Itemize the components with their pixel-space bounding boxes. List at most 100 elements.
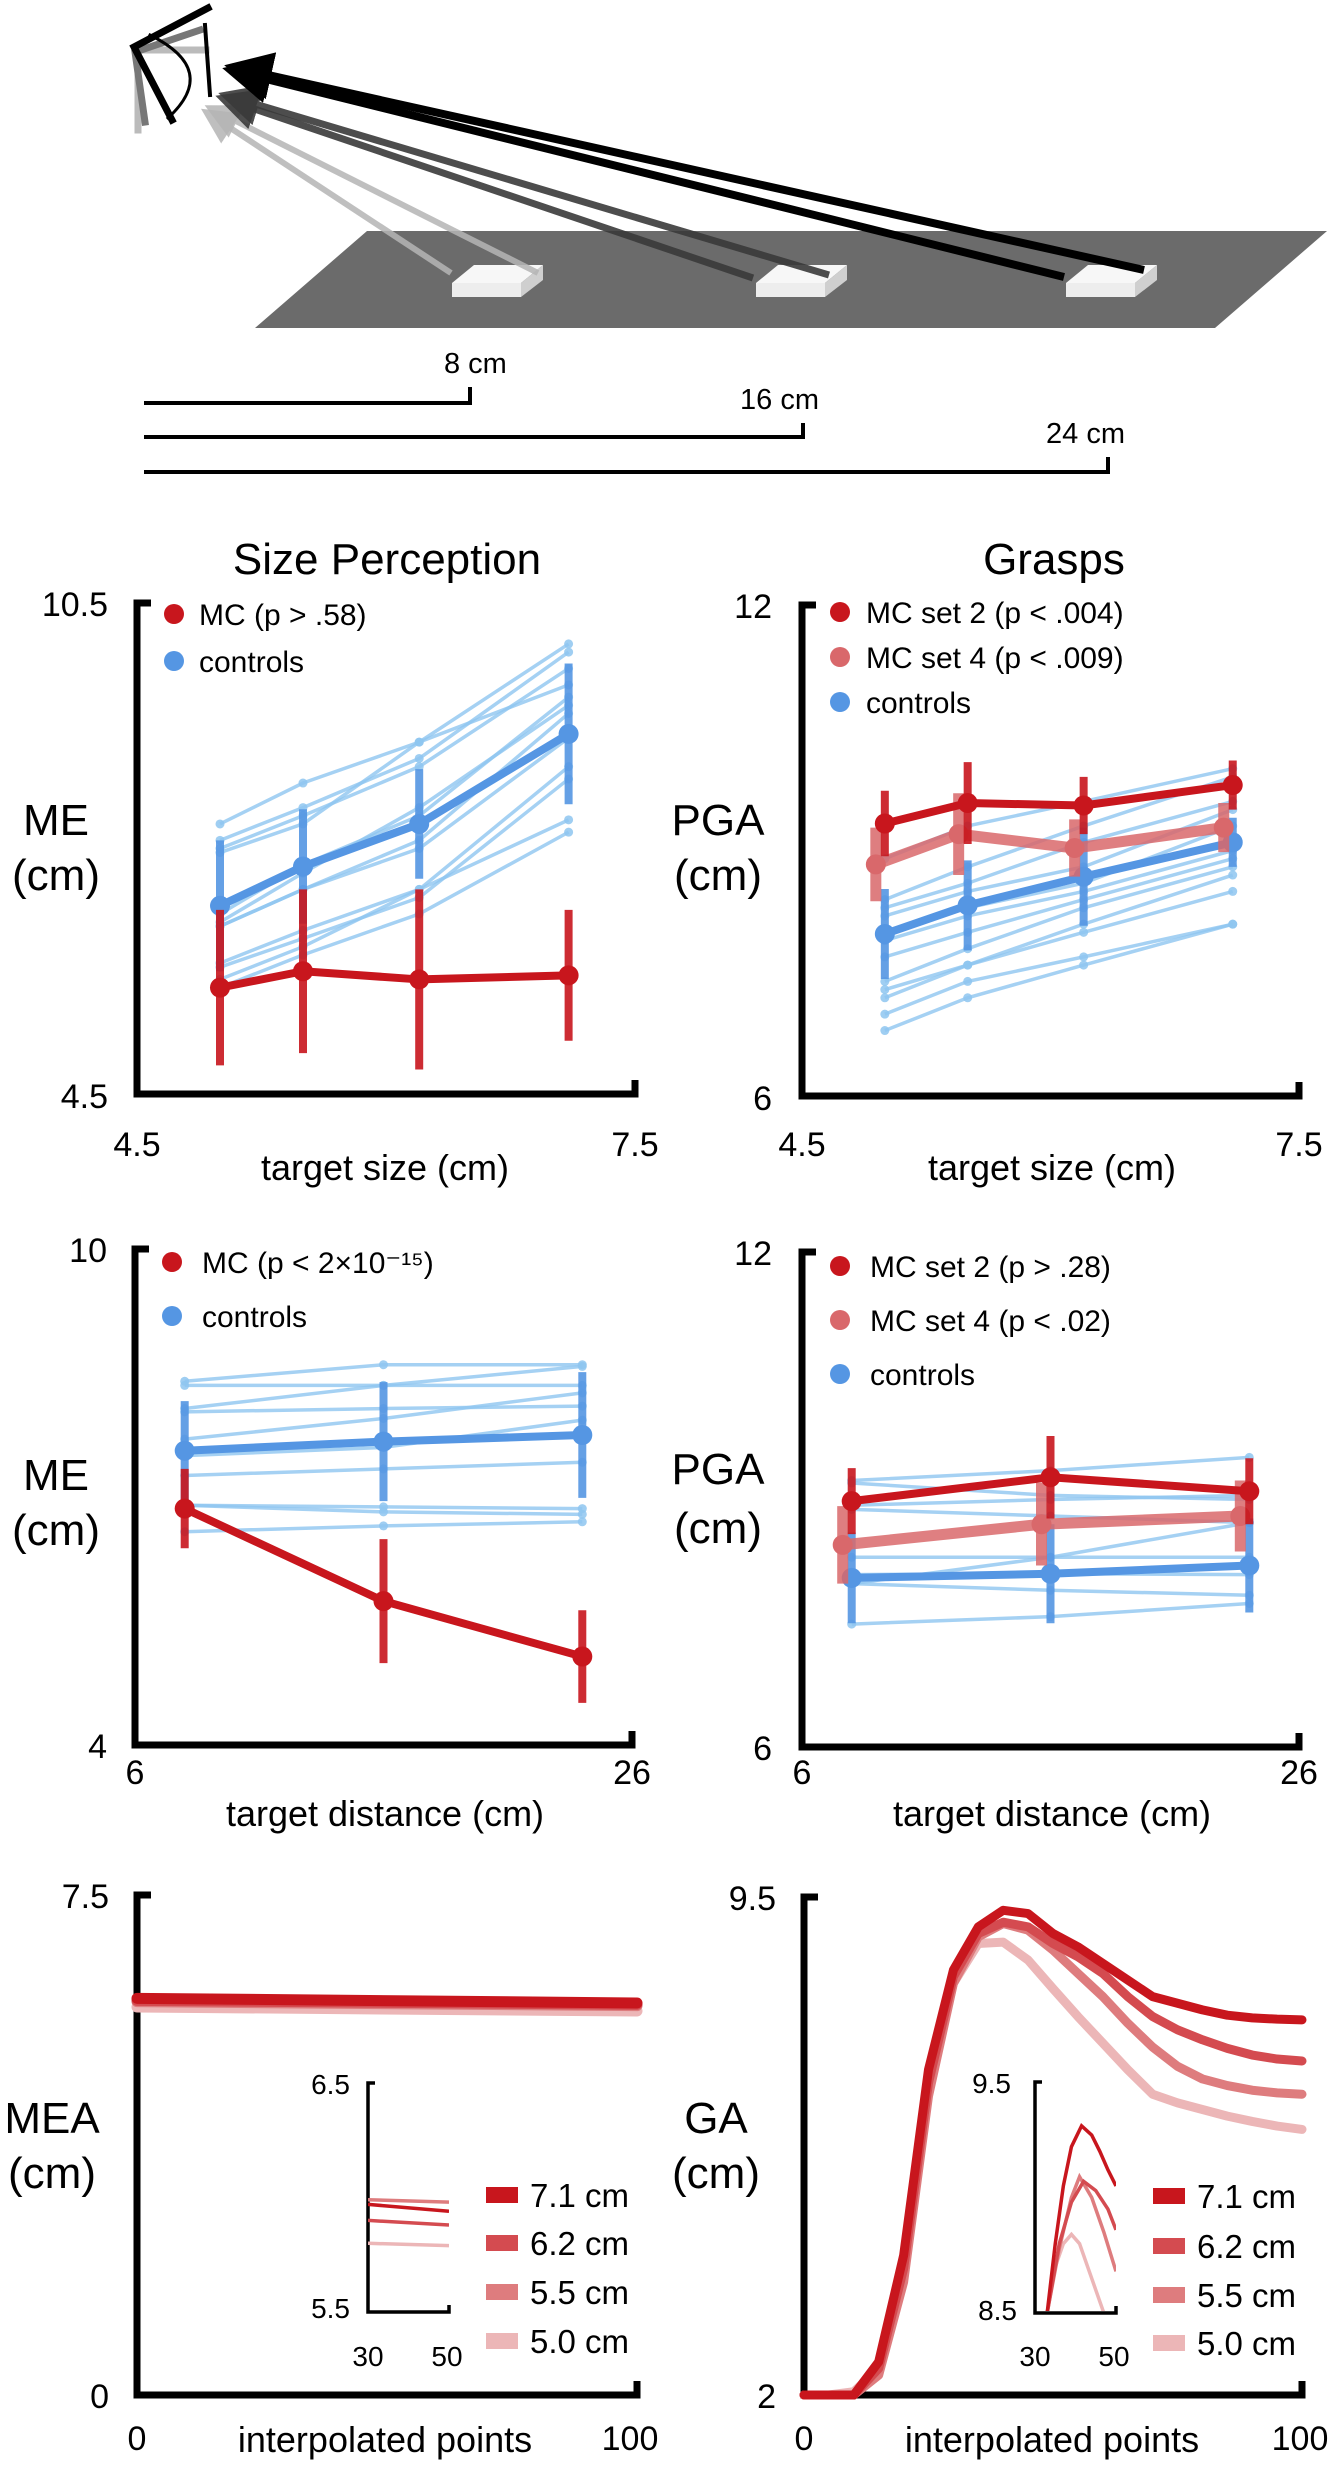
mean-line xyxy=(883,781,1234,828)
y-tick-label: 10 xyxy=(69,1232,107,1270)
individual-line xyxy=(219,667,570,851)
legend-swatch xyxy=(1153,2238,1185,2254)
mean-point xyxy=(832,1534,853,1555)
mean-point xyxy=(1031,1514,1052,1535)
x-tick-label: 7.5 xyxy=(1275,1126,1322,1164)
mean-line xyxy=(219,967,569,992)
panel-mea: 7.5 0 0 100 interpolated points MEA (cm)… xyxy=(4,1878,658,2460)
target-block-16cm xyxy=(756,265,847,297)
mean-line xyxy=(218,730,571,910)
y-tick-label: 9.5 xyxy=(729,1880,776,1918)
mean-point xyxy=(572,1646,593,1667)
x-axis-label: target distance (cm) xyxy=(226,1793,544,1834)
ruler-16cm xyxy=(144,423,805,439)
y-tick-label: 2 xyxy=(757,2378,776,2416)
mean-point xyxy=(174,1498,195,1519)
individual-point xyxy=(880,1009,890,1019)
inset-x-tick-label: 50 xyxy=(431,2341,462,2372)
mean-point xyxy=(957,895,978,916)
individual-point xyxy=(379,1360,388,1370)
mean-point xyxy=(293,856,313,877)
x-axis-label: target distance (cm) xyxy=(893,1793,1211,1834)
hand-grip-icon xyxy=(129,3,213,134)
panel-ga: 9.5 2 0 100 interpolated points GA (cm) … xyxy=(672,1880,1328,2460)
panel-distance-grasps: 12 6 6 26 target distance (cm) PGA (cm) … xyxy=(672,1235,1318,1834)
legend-marker xyxy=(830,647,850,667)
legend-label: MC (p < 2×10⁻¹⁵) xyxy=(202,1247,434,1280)
chart-title: Grasps xyxy=(983,535,1125,584)
individual-line xyxy=(884,873,1234,992)
legend-label: controls xyxy=(866,687,971,720)
y-axis-label: GA xyxy=(684,2094,748,2143)
individual-point xyxy=(379,1507,388,1517)
arrow-mid-1 xyxy=(218,84,830,279)
mean-point xyxy=(1064,838,1085,859)
x-axis-label: target size (cm) xyxy=(261,1147,509,1188)
legend-swatch xyxy=(486,2187,518,2203)
inset-y-tick-label: 5.5 xyxy=(311,2293,350,2324)
legend-marker xyxy=(830,602,850,622)
individual-line xyxy=(219,765,570,965)
mean-point xyxy=(874,813,895,834)
individual-point xyxy=(564,827,574,837)
legend-swatch xyxy=(486,2284,518,2300)
legend-label: 6.2 cm xyxy=(1197,2228,1296,2265)
mean-point xyxy=(558,965,579,986)
individual-line xyxy=(219,818,570,982)
series-MC set 2 (p > .28) xyxy=(841,1435,1260,1535)
inset xyxy=(366,2081,451,2314)
mean-point xyxy=(1040,1563,1061,1584)
legend-swatch xyxy=(1153,2287,1185,2303)
inset-x-tick-label: 50 xyxy=(1098,2341,1129,2372)
mean-point xyxy=(174,1440,195,1461)
individual-point xyxy=(1228,886,1238,896)
legend-swatch xyxy=(486,2235,518,2251)
individual-line xyxy=(219,830,570,990)
x-axis-label: target size (cm) xyxy=(928,1147,1176,1188)
inset-curve-6.2 cm xyxy=(368,2218,449,2227)
mean-point xyxy=(409,813,430,834)
y-axis-label-unit: (cm) xyxy=(12,1506,100,1555)
y-axis-label: PGA xyxy=(672,1445,766,1494)
y-tick-label: 7.5 xyxy=(62,1878,109,1916)
chart-marks xyxy=(131,599,1307,2400)
ruler-24cm xyxy=(144,457,1110,474)
mean-line xyxy=(873,822,1225,870)
axes xyxy=(798,1248,1303,1751)
individual-line xyxy=(219,683,570,855)
individual-point xyxy=(963,993,973,1003)
legend-swatch xyxy=(486,2333,518,2349)
panel-distance-perception: 10 4 6 26 target distance (cm) ME (cm) M… xyxy=(12,1232,651,1834)
legend-label: 5.0 cm xyxy=(530,2323,629,2360)
y-axis-label: ME xyxy=(23,796,89,845)
individual-point xyxy=(1079,960,1089,970)
ruler-label-8cm: 8 cm xyxy=(444,348,507,380)
distance-rulers xyxy=(144,387,1110,474)
legend-marker xyxy=(162,1306,182,1326)
legend-swatch xyxy=(1153,2335,1185,2351)
inset-axes xyxy=(1033,2080,1118,2315)
legend-marker xyxy=(830,1364,850,1384)
x-tick-label: 0 xyxy=(128,2420,147,2458)
x-tick-label: 6 xyxy=(126,1754,145,1792)
arrow-mid-2 xyxy=(215,89,755,282)
individual-line xyxy=(219,703,570,924)
y-tick-label: 12 xyxy=(734,1235,772,1273)
x-tick-label: 0 xyxy=(795,2420,814,2458)
reach-arrows xyxy=(200,52,1145,282)
axes xyxy=(133,599,639,1098)
curve-7.1 cm xyxy=(799,1905,1307,2400)
mean-point xyxy=(1213,817,1234,838)
y-axis-label-unit: (cm) xyxy=(674,851,762,900)
individual-line xyxy=(884,922,1234,1016)
individual-point xyxy=(564,815,574,825)
x-tick-label: 26 xyxy=(613,1754,651,1792)
chart-4 xyxy=(131,1891,643,2399)
x-tick-label: 4.5 xyxy=(113,1126,160,1164)
inset xyxy=(1033,2080,1118,2315)
series-MC (p < 2×10⁻¹⁵) xyxy=(174,1468,593,1703)
series-controls xyxy=(210,639,579,993)
inset-curve-5.5 cm xyxy=(368,2198,449,2204)
x-tick-label: 100 xyxy=(602,2420,659,2458)
y-axis-label-unit: (cm) xyxy=(12,851,100,900)
